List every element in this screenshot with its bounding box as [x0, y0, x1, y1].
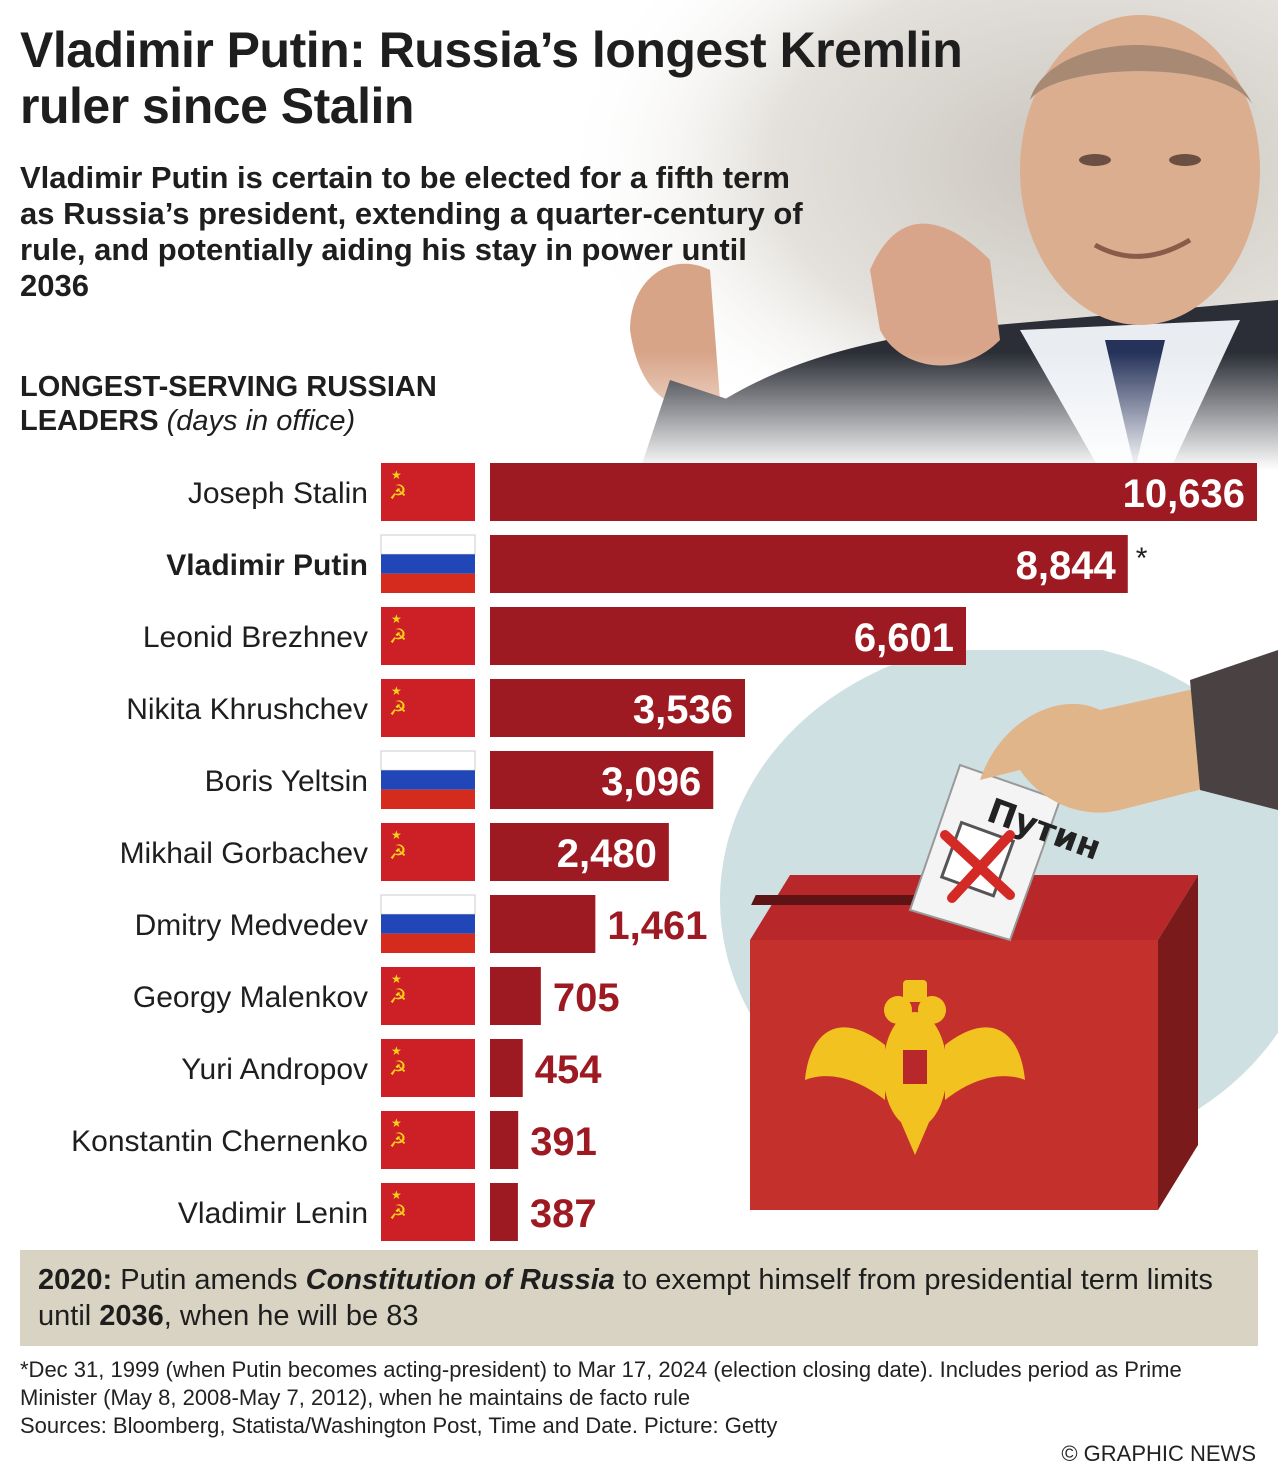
bar-row: Yuri Andropov ★☭ 454	[181, 1039, 602, 1097]
soviet-flag-icon: ★☭	[381, 1183, 475, 1241]
bar	[490, 967, 541, 1025]
bar	[490, 751, 714, 809]
bar	[490, 607, 967, 665]
value-label: 8,844	[1016, 544, 1117, 588]
bar	[490, 679, 745, 737]
chart-heading: LONGEST-SERVING RUSSIAN LEADERS (days in…	[20, 370, 580, 438]
russian-flag-icon	[380, 750, 476, 809]
svg-text:☭: ☭	[389, 1056, 407, 1080]
value-label: 391	[530, 1120, 597, 1164]
svg-text:☭: ☭	[389, 840, 407, 864]
value-label: 6,601	[854, 616, 954, 660]
svg-text:★: ★	[391, 468, 402, 482]
note-year-2036: 2036	[99, 1300, 164, 1332]
svg-text:★: ★	[391, 972, 402, 986]
value-label: 705	[553, 976, 620, 1020]
category-label: Konstantin Chernenko	[71, 1125, 368, 1158]
value-label: 10,636	[1123, 472, 1245, 516]
bar-row: Georgy Malenkov ★☭ 705	[133, 967, 620, 1025]
bar-row: Vladimir Putin 8,844 *	[166, 534, 1148, 593]
svg-text:★: ★	[391, 1188, 402, 1202]
svg-text:★: ★	[391, 1044, 402, 1058]
svg-text:☭: ☭	[389, 984, 407, 1008]
bar-row: Joseph Stalin ★☭ 10,636	[188, 463, 1257, 521]
category-label: Georgy Malenkov	[133, 981, 368, 1014]
bar	[490, 823, 669, 881]
footnote-asterisk: *Dec 31, 1999 (when Putin becomes acting…	[20, 1357, 1182, 1410]
value-label: 387	[530, 1192, 597, 1236]
value-label: 1,461	[607, 904, 707, 948]
svg-text:☭: ☭	[389, 696, 407, 720]
value-label: 3,536	[633, 688, 733, 732]
copyright: © GRAPHIC NEWS	[1061, 1441, 1256, 1466]
double-headed-eagle-emblem	[805, 980, 1025, 1155]
note-text-3: , when he will be 83	[163, 1300, 419, 1332]
svg-text:★: ★	[391, 684, 402, 698]
svg-text:★: ★	[391, 612, 402, 626]
note-year: 2020:	[38, 1264, 113, 1296]
page-title: Vladimir Putin: Russia’s longest Kremlin…	[20, 22, 963, 134]
bar-row: Mikhail Gorbachev ★☭ 2,480	[120, 823, 669, 881]
value-label: 454	[535, 1048, 602, 1092]
category-label: Dmitry Medvedev	[135, 909, 368, 942]
bar	[490, 1039, 523, 1097]
bar	[490, 1183, 518, 1241]
svg-text:☭: ☭	[389, 1200, 407, 1224]
ballot-box-side	[1158, 875, 1198, 1210]
soviet-flag-icon: ★☭	[381, 823, 475, 881]
category-label: Boris Yeltsin	[205, 765, 368, 798]
footnote: *Dec 31, 1999 (when Putin becomes acting…	[20, 1356, 1260, 1440]
bar	[490, 1111, 519, 1169]
note-emphasis: Constitution of Russia	[305, 1264, 615, 1296]
note-text-1: Putin amends	[112, 1264, 306, 1296]
category-label: Nikita Khrushchev	[126, 693, 368, 726]
bar-row: Leonid Brezhnev ★☭ 6,601	[143, 607, 967, 665]
soviet-flag-icon: ★☭	[381, 463, 475, 521]
soviet-flag-icon: ★☭	[381, 1111, 475, 1169]
category-label: Vladimir Lenin	[178, 1197, 368, 1230]
category-label: Joseph Stalin	[188, 477, 368, 510]
putin-photo	[520, 0, 1278, 470]
soviet-flag-icon: ★☭	[381, 607, 475, 665]
ballot-box-illustration: Путин	[720, 650, 1278, 1210]
chart-unit: (days in office)	[166, 405, 356, 437]
soviet-flag-icon: ★☭	[381, 967, 475, 1025]
russian-flag-icon	[380, 894, 476, 953]
bar-row: Boris Yeltsin 3,096	[205, 750, 714, 809]
svg-text:★: ★	[391, 1116, 402, 1130]
russian-flag-icon	[380, 534, 476, 593]
sources: Sources: Bloomberg, Statista/Washington …	[20, 1413, 778, 1438]
svg-text:★: ★	[391, 828, 402, 842]
suit-sleeve	[1190, 650, 1278, 810]
category-label: Mikhail Gorbachev	[120, 837, 368, 870]
bar-row: Konstantin Chernenko ★☭ 391	[71, 1111, 597, 1169]
svg-text:☭: ☭	[389, 1128, 407, 1152]
category-label: Leonid Brezhnev	[143, 621, 368, 654]
value-label: 3,096	[601, 760, 701, 804]
ballot-paper: Путин	[908, 763, 1106, 942]
bar-row: Vladimir Lenin ★☭ 387	[178, 1183, 597, 1241]
value-label: 2,480	[557, 832, 657, 876]
bar	[490, 535, 1128, 593]
note-text-2: to exempt himself from presidential term…	[38, 1264, 1213, 1332]
svg-text:☭: ☭	[389, 480, 407, 504]
bar-row: Nikita Khrushchev ★☭ 3,536	[126, 679, 745, 737]
soviet-flag-icon: ★☭	[381, 1039, 475, 1097]
bar	[490, 463, 1257, 521]
bar	[490, 895, 596, 953]
constitution-note: 2020: Putin amends Constitution of Russi…	[20, 1250, 1258, 1346]
chart-heading-text: LONGEST-SERVING RUSSIAN LEADERS	[20, 371, 437, 437]
asterisk-mark: *	[1136, 542, 1148, 575]
soviet-flag-icon: ★☭	[381, 679, 475, 737]
category-label: Vladimir Putin	[166, 549, 368, 582]
bar-row: Dmitry Medvedev 1,461	[135, 894, 707, 953]
category-label: Yuri Andropov	[181, 1053, 368, 1086]
svg-text:☭: ☭	[389, 624, 407, 648]
page-subtitle: Vladimir Putin is certain to be elected …	[20, 160, 803, 303]
